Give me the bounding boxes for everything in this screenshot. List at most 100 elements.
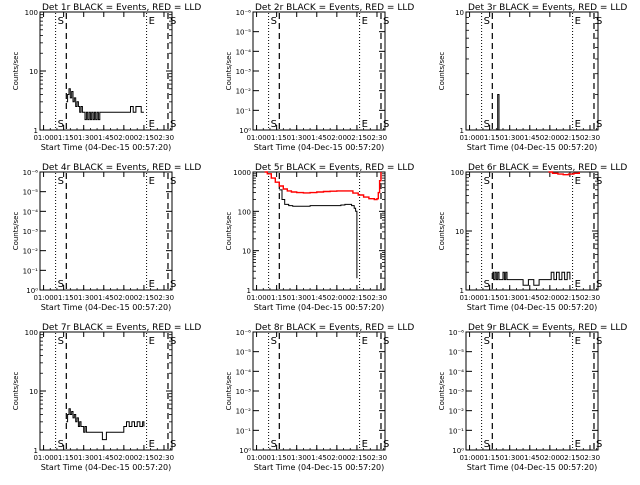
marker-label-bottom: E — [149, 119, 155, 130]
x-tick-label: 02:00 — [114, 454, 134, 462]
x-tick-label: 02:15 — [560, 134, 580, 142]
x-tick-label: 02:30 — [154, 294, 174, 302]
y-tick-label: 1 — [34, 127, 38, 135]
x-tick-label: 01:15 — [267, 454, 287, 462]
x-tick-label: 01:30 — [74, 134, 94, 142]
y-tick-label: 10⁻⁵ — [449, 349, 465, 357]
marker-label-top: S — [170, 176, 176, 187]
y-tick-label: 10⁰ — [452, 447, 464, 455]
series-line-events — [497, 94, 500, 130]
x-axis-label: Start Time (04-Dec-15 00:57:20) — [254, 143, 385, 152]
marker-label-top: S — [484, 176, 490, 187]
x-tick-label: 02:00 — [114, 134, 134, 142]
marker-label-top: E — [575, 16, 581, 27]
y-tick-label: 10 — [29, 388, 38, 396]
marker-label-top: S — [271, 336, 277, 347]
x-tick-label: 02:00 — [327, 134, 347, 142]
marker-label-bottom: E — [575, 119, 581, 130]
y-tick-label: 10⁻⁵ — [236, 349, 252, 357]
x-tick-label: 01:45 — [307, 454, 327, 462]
marker-label-top: E — [575, 336, 581, 347]
x-tick-label: 01:15 — [54, 134, 74, 142]
panel-title: Det 7r BLACK = Events, RED = LLD — [42, 323, 201, 333]
x-axis-label: Start Time (04-Dec-15 00:57:20) — [467, 463, 598, 472]
panel-title: Det 1r BLACK = Events, RED = LLD — [42, 3, 201, 13]
y-tick-label: 10 — [29, 68, 38, 76]
x-tick-label: 01:45 — [307, 134, 327, 142]
x-tick-label: 01:00 — [33, 454, 53, 462]
plot-frame — [252, 331, 386, 451]
plot-frame — [465, 331, 599, 451]
marker-label-bottom: S — [596, 279, 602, 290]
y-tick-label: 10⁰ — [239, 447, 251, 455]
marker-label-bottom: S — [170, 439, 176, 450]
y-tick-label: 1 — [247, 287, 251, 295]
y-tick-label: 10⁻³ — [449, 388, 465, 396]
x-tick-label: 02:15 — [347, 294, 367, 302]
panel-title: Det 9r BLACK = Events, RED = LLD — [468, 323, 627, 333]
y-axis-label: Counts/sec — [438, 372, 446, 411]
panel-det-3r: Det 3r BLACK = Events, RED = LLD 1 10 01:00… — [438, 3, 627, 152]
y-tick-label: 10⁻⁴ — [236, 48, 252, 56]
x-tick-label: 01:45 — [520, 134, 540, 142]
plot-frame — [465, 11, 599, 131]
y-axis-label: Counts/sec — [438, 212, 446, 251]
marker-label-bottom: S — [271, 119, 277, 130]
x-axis-label: Start Time (04-Dec-15 00:57:20) — [467, 143, 598, 152]
marker-label-top: E — [149, 16, 155, 27]
series-line-events — [279, 189, 358, 279]
x-tick-label: 01:30 — [74, 454, 94, 462]
x-tick-label: 01:30 — [500, 294, 520, 302]
marker-label-bottom: S — [58, 439, 64, 450]
panel-title: Det 3r BLACK = Events, RED = LLD — [468, 3, 627, 13]
y-tick-label: 100 — [25, 9, 38, 17]
panel-det-7r: Det 7r BLACK = Events, RED = LLD 1 10 100 01… — [12, 323, 201, 472]
x-tick-label: 02:15 — [347, 134, 367, 142]
x-tick-label: 01:15 — [54, 454, 74, 462]
marker-label-top: E — [362, 336, 368, 347]
panel-det-2r: Det 2r BLACK = Events, RED = LLD 10⁰ 10⁻¹ 1… — [225, 3, 414, 152]
x-tick-label: 01:00 — [246, 134, 266, 142]
x-tick-label: 01:15 — [480, 294, 500, 302]
x-tick-label: 01:00 — [33, 294, 53, 302]
y-tick-label: 10⁻⁵ — [23, 189, 39, 197]
marker-label-top: S — [596, 176, 602, 187]
marker-label-bottom: S — [271, 439, 277, 450]
x-tick-label: 02:30 — [154, 454, 174, 462]
marker-label-top: S — [383, 16, 389, 27]
panel-det-8r: Det 8r BLACK = Events, RED = LLD 10⁰ 10⁻¹ 1… — [225, 323, 414, 472]
y-tick-label: 10⁻⁵ — [236, 29, 252, 37]
y-tick-label: 10 — [455, 228, 464, 236]
x-tick-label: 01:45 — [94, 454, 114, 462]
marker-label-top: S — [383, 336, 389, 347]
plot-frame — [39, 171, 173, 291]
marker-label-bottom: S — [484, 279, 490, 290]
x-axis-label: Start Time (04-Dec-15 00:57:20) — [254, 463, 385, 472]
series-line-events — [492, 271, 571, 286]
marker-label-top: S — [58, 176, 64, 187]
x-tick-label: 02:30 — [367, 294, 387, 302]
marker-label-bottom: E — [149, 439, 155, 450]
x-tick-label: 01:15 — [480, 454, 500, 462]
x-tick-label: 02:30 — [367, 454, 387, 462]
marker-label-bottom: S — [383, 119, 389, 130]
x-tick-label: 01:15 — [54, 294, 74, 302]
marker-label-top: E — [362, 16, 368, 27]
marker-label-top: S — [596, 336, 602, 347]
x-tick-label: 01:45 — [307, 294, 327, 302]
x-tick-label: 02:15 — [347, 454, 367, 462]
x-tick-label: 01:00 — [246, 294, 266, 302]
plot-frame — [465, 171, 599, 291]
panel-title: Det 5r BLACK = Events, RED = LLD — [255, 163, 414, 173]
y-tick-label: 10⁰ — [26, 287, 38, 295]
series-line-events — [66, 88, 144, 121]
panel-title: Det 2r BLACK = Events, RED = LLD — [255, 3, 414, 13]
x-tick-label: 02:00 — [540, 454, 560, 462]
x-tick-label: 02:30 — [367, 134, 387, 142]
x-tick-label: 01:00 — [459, 454, 479, 462]
y-tick-label: 100 — [238, 208, 251, 216]
y-axis-label: Counts/sec — [225, 52, 233, 91]
marker-label-bottom: S — [58, 119, 64, 130]
y-tick-label: 1000 — [233, 169, 251, 177]
